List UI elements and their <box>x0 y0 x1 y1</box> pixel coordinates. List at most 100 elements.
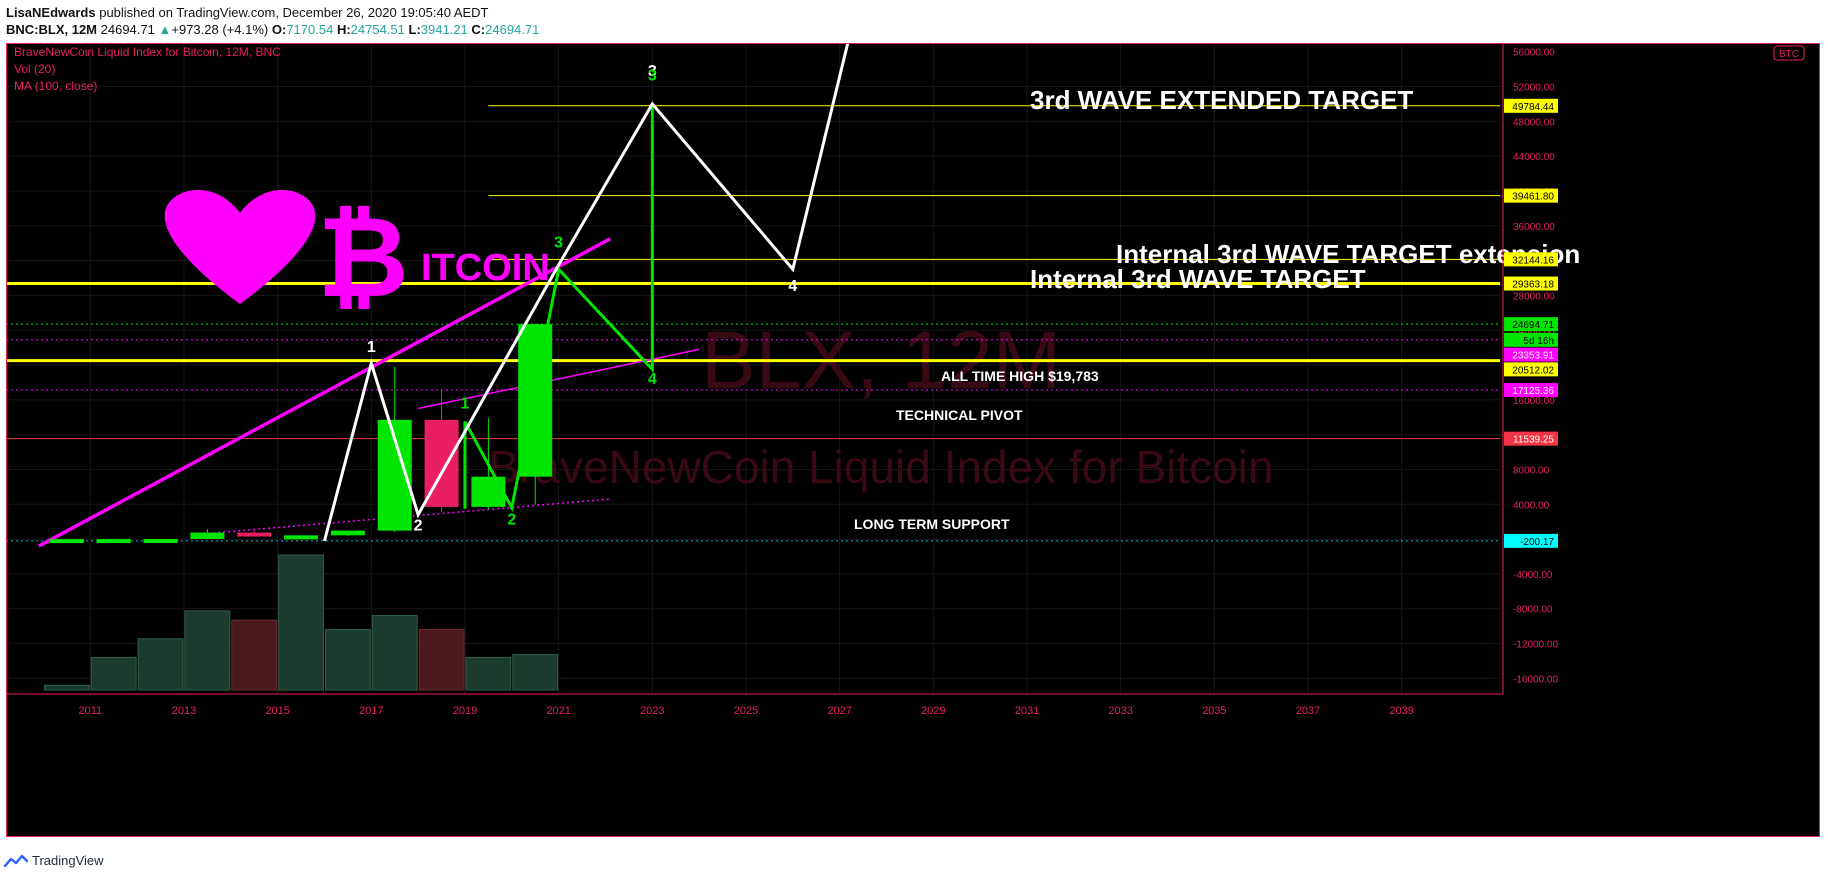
high-value: 24754.51 <box>350 22 405 37</box>
price-badge-0: 49784.44 <box>1512 102 1554 113</box>
volume-bar-2017 <box>371 615 418 691</box>
price-tick-11: 8000.00 <box>1513 465 1550 476</box>
high-label: H: <box>336 22 351 37</box>
candle-body-2012 <box>143 538 178 543</box>
price-badge-5: 5d 16h <box>1523 336 1554 347</box>
volume-bar-2012 <box>137 638 184 691</box>
heart-icon <box>164 189 316 304</box>
price-badge-bg-1 <box>1504 188 1558 203</box>
wave-path-white <box>323 43 850 542</box>
price-tick-2: 44000.00 <box>1513 152 1555 163</box>
annotation-technical-pivot: TECHNICAL PIVOT <box>896 407 1023 423</box>
legend-volume[interactable]: Vol (20) <box>14 62 55 76</box>
horizontal-lines <box>6 105 1500 542</box>
last-price: 24694.71 <box>100 22 155 37</box>
price-badge-bg-3 <box>1504 276 1558 291</box>
close-value: 24694.71 <box>485 22 540 37</box>
tradingview-logo-icon <box>4 854 28 867</box>
volume-bar-2011 <box>90 656 137 691</box>
time-label-2017: 2017 <box>359 705 383 717</box>
symbol-label: BNC:BLX, 12M <box>6 22 98 37</box>
price-badge-bg-4 <box>1504 317 1558 332</box>
annotation-all-time-high: ALL TIME HIGH $19,783 <box>941 368 1099 384</box>
price-badge-bg-6 <box>1504 347 1558 362</box>
price-badge-2: 32144.16 <box>1512 255 1554 266</box>
trend-line-main <box>37 237 611 548</box>
low-label: L: <box>408 22 421 37</box>
time-label-2027: 2027 <box>827 705 851 717</box>
time-label-2019: 2019 <box>453 705 477 717</box>
candle-body-2014 <box>237 532 272 537</box>
wave-label-2: 3 <box>648 63 657 80</box>
price-badge-bg-7 <box>1504 362 1558 377</box>
time-label-2015: 2015 <box>265 705 289 717</box>
time-label-2021: 2021 <box>546 705 570 717</box>
price-badge-bg-2 <box>1504 252 1558 267</box>
price-badge-bg-9 <box>1504 431 1558 446</box>
annotation-internal-target: Internal 3rd WAVE TARGET <box>1030 264 1366 294</box>
volume-bar-2018 <box>418 628 465 691</box>
wave-label-3: 3 <box>648 67 657 84</box>
candle-body-2010 <box>49 539 84 544</box>
price-tick-0: 52000.00 <box>1513 83 1555 94</box>
price-badge-1: 39461.80 <box>1512 192 1554 203</box>
price-badge-bg-5 <box>1504 332 1558 347</box>
volume-bar-2015 <box>278 554 324 691</box>
wave-label-8: 4 <box>788 278 797 295</box>
author-name[interactable]: LisaNEdwards <box>6 5 96 20</box>
wave-label-4: 3 <box>554 235 563 252</box>
price-badges: 49784.44 39461.80 32144.16 29363.18 24694.71… <box>1504 98 1558 548</box>
wave-path-green <box>463 103 654 513</box>
price-tick-1: 48000.00 <box>1513 117 1555 128</box>
price-tick-top: 56000.00 <box>1513 48 1555 59</box>
candle-body-2016 <box>330 530 365 536</box>
time-label-2023: 2023 <box>640 705 664 717</box>
time-label-2035: 2035 <box>1202 705 1226 717</box>
wave-label-6: 2 <box>507 511 516 528</box>
time-label-2025: 2025 <box>734 705 758 717</box>
annotation-long-term-support: LONG TERM SUPPORT <box>854 516 1010 532</box>
price-badge-3: 29363.18 <box>1512 280 1554 291</box>
price-tick-6: 28000.00 <box>1513 291 1555 302</box>
wave-label-1: 2 <box>414 517 423 534</box>
price-badge-8: 17125.36 <box>1512 386 1554 397</box>
price-tick-16: -12000.00 <box>1513 640 1558 651</box>
volume-bar-2019 <box>465 656 512 691</box>
volume-bar-2016 <box>324 628 371 691</box>
tradingview-footer[interactable]: TradingView <box>4 853 104 868</box>
wave-label-5: 1 <box>461 396 470 413</box>
legend-title[interactable]: BraveNewCoin Liquid Index for Bitcoin, 1… <box>14 45 281 59</box>
candle-body-2011 <box>96 539 131 544</box>
open-value: 7170.54 <box>286 22 334 37</box>
bitcoin-icon: ₿ <box>317 193 408 323</box>
wave-label-7: 4 <box>648 371 657 388</box>
change-value: +973.28 (+4.1%) <box>171 22 269 37</box>
price-tick-12: 4000.00 <box>1513 500 1550 511</box>
close-label: C: <box>471 22 486 37</box>
published-text: published on TradingView.com, December 2… <box>99 5 489 20</box>
legend-moving-average[interactable]: MA (100, close) <box>14 79 97 93</box>
price-tick-7: 24000.00 <box>1513 326 1555 337</box>
time-label-2039: 2039 <box>1389 705 1413 717</box>
currency-badge[interactable]: BTC <box>1773 45 1805 61</box>
wave-paths <box>323 43 850 542</box>
candle-body-2013 <box>190 532 225 539</box>
publish-header: LisaNEdwards published on TradingView.co… <box>6 4 489 21</box>
price-badge-bg-10 <box>1504 533 1558 548</box>
volume-bar-2014 <box>231 619 278 691</box>
price-chart[interactable]: BLX, 12M BraveNewCoin Liquid Index for B… <box>6 43 1820 837</box>
wave-label-0: 1 <box>367 339 376 356</box>
price-tick-4: 36000.00 <box>1513 222 1555 233</box>
price-badge-9: 11539.25 <box>1513 435 1554 446</box>
bitcoin-logo-text: ITCOIN <box>421 247 550 289</box>
volume-bar-2010 <box>43 684 90 691</box>
annotation-extended-target: 3rd WAVE EXTENDED TARGET <box>1030 85 1413 115</box>
price-badge-10: -200.17 <box>1520 537 1554 548</box>
candles <box>49 323 553 544</box>
price-badge-7: 20512.02 <box>1512 365 1554 376</box>
time-label-2037: 2037 <box>1296 705 1320 717</box>
change-arrow-icon: ▲ <box>158 22 172 37</box>
ohlc-bar: BNC:BLX, 12M 24694.71 ▲+973.28 (+4.1%) O… <box>6 21 539 38</box>
time-axis[interactable]: 2011 2013 2015 2017 2019 2021 2023 2025 2027 2029… <box>6 693 1503 717</box>
